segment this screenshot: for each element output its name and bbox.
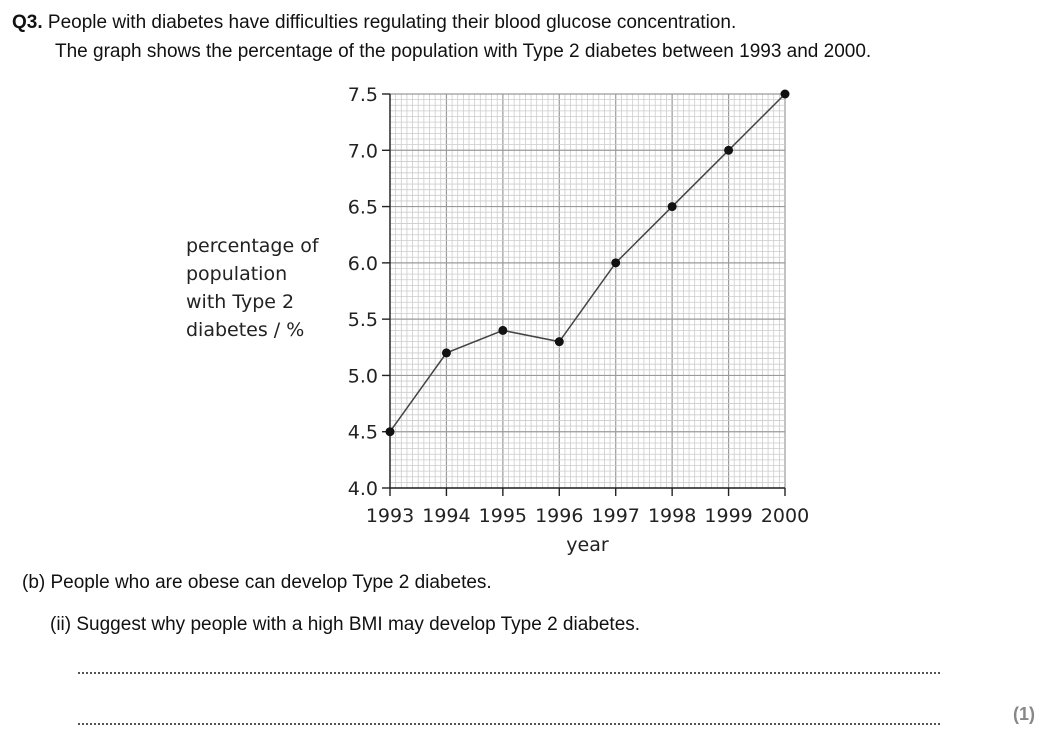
x-tick-label: 1995 (479, 505, 527, 527)
x-tick-label: 1998 (648, 505, 696, 527)
y-tick-label: 7.5 (348, 84, 378, 106)
x-tick-label: 1994 (422, 505, 470, 527)
x-tick-label: 1993 (366, 505, 414, 527)
y-tick-label: 5.5 (348, 309, 378, 331)
y-tick-label: 5.0 (348, 365, 378, 387)
data-point (780, 89, 790, 99)
data-point (498, 325, 508, 335)
y-tick-label: 7.0 (348, 140, 378, 162)
y-axis-label: percentage of population with Type 2 dia… (186, 232, 336, 344)
x-tick-label: 1999 (704, 505, 752, 527)
data-point (385, 427, 395, 437)
series-line (389, 93, 786, 433)
data-point (667, 202, 677, 212)
y-tick-label: 4.5 (348, 422, 378, 444)
y-tick-label: 6.5 (348, 197, 378, 219)
answer-line[interactable] (78, 723, 940, 725)
y-tick-label: 4.0 (348, 478, 378, 500)
question-number: Q3. (12, 12, 43, 33)
part-b-ii-question: (ii) Suggest why people with a high BMI … (50, 614, 641, 635)
data-point (441, 348, 451, 358)
part-b-text: (b) People who are obese can develop Typ… (22, 572, 492, 593)
y-axis-label-line: percentage of (186, 235, 319, 257)
data-point (611, 258, 621, 268)
x-tick-label: 2000 (761, 505, 809, 527)
data-point (724, 145, 734, 155)
y-axis-label-line: population (186, 263, 288, 285)
answer-line[interactable] (78, 672, 940, 674)
x-axis-label: year (566, 534, 609, 556)
question-text-1: People with diabetes have difficulties r… (47, 12, 737, 33)
y-tick-label: 6.0 (348, 253, 378, 275)
y-axis-label-line: diabetes / % (186, 319, 305, 341)
x-tick-label: 1997 (592, 505, 640, 527)
diabetes-line-chart: 4.0 4.5 5.0 5.5 6.0 6.5 7.0 7.5 1993 1994 1995 1996… (348, 84, 809, 556)
data-point (554, 337, 564, 347)
question-line-1: Q3. People with diabetes have difficulti… (12, 12, 736, 34)
y-axis-label-line: with Type 2 (186, 291, 295, 313)
marks-label: (1) (1013, 704, 1035, 724)
x-tick-label: 1996 (535, 505, 583, 527)
question-text-2: The graph shows the percentage of the po… (55, 41, 872, 62)
